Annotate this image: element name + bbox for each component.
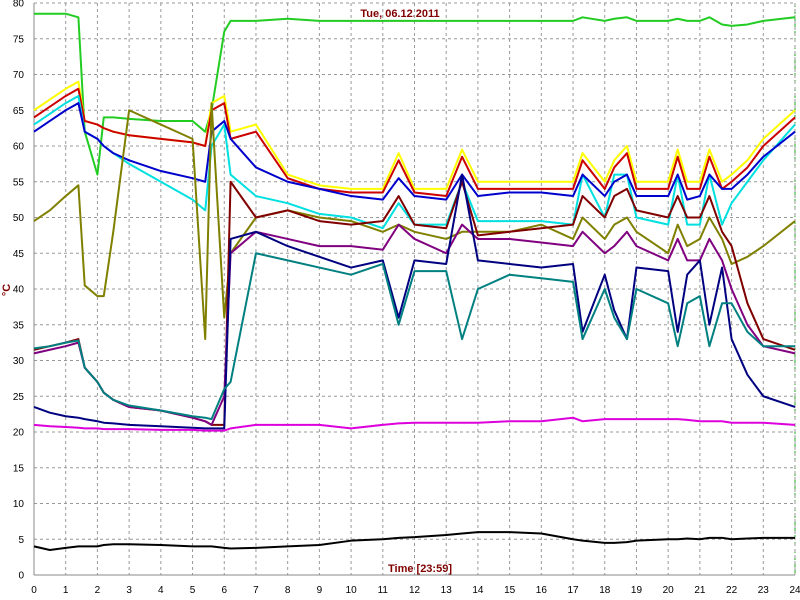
x-tick-label: 24 [789,585,800,596]
x-tick-label: 9 [317,585,323,596]
y-tick-label: 55 [13,177,25,188]
x-tick-label: 10 [346,585,358,596]
x-tick-label: 13 [441,585,453,596]
y-tick-label: 70 [13,70,25,81]
y-tick-label: 25 [13,392,25,403]
y-tick-label: 35 [13,320,25,331]
series-line [33,87,796,198]
chart-title: Tue, 06.12.2011 [360,8,439,20]
x-tick-label: 8 [285,585,291,596]
x-tick-label: 16 [536,585,548,596]
series-line [34,12,796,176]
x-tick-label: 18 [599,585,611,596]
series-line [33,173,796,430]
x-axis-label: Time [23:59] [388,563,452,575]
y-axis-label: °C [1,284,13,296]
x-tick-label: 4 [158,585,164,596]
x-tick-label: 20 [663,585,675,596]
y-tick-label: 80 [13,0,25,10]
y-tick-label: 40 [13,285,25,296]
y-tick-label: 75 [13,34,25,45]
y-tick-label: 15 [13,463,25,474]
x-tick-label: 5 [190,585,196,596]
series-line [33,102,796,341]
x-tick-label: 23 [758,585,770,596]
x-tick-label: 21 [694,585,706,596]
y-tick-label: 65 [13,106,25,117]
series-line [33,102,796,201]
x-tick-label: 11 [378,585,389,596]
x-tick-label: 2 [95,585,101,596]
y-tick-label: 20 [13,428,25,439]
y-tick-label: 5 [18,535,24,546]
y-tick-label: 45 [13,249,25,260]
y-tick-label: 30 [13,356,25,367]
x-tick-label: 19 [631,585,643,596]
x-tick-label: 3 [126,585,132,596]
x-tick-label: 7 [253,585,259,596]
x-tick-label: 15 [504,585,516,596]
x-tick-label: 6 [221,585,227,596]
x-tick-label: 22 [726,585,738,596]
series-line [33,416,796,432]
y-tick-label: 0 [18,571,24,582]
x-tick-label: 0 [31,585,37,596]
series-line [33,252,795,421]
y-tick-label: 10 [13,499,25,510]
y-tick-label: 50 [13,213,25,224]
x-tick-label: 14 [472,585,484,596]
series-line [33,531,795,551]
x-tick-label: 12 [409,585,421,596]
x-tick-label: 17 [567,585,579,596]
x-tick-label: 1 [63,585,69,596]
y-tick-label: 60 [13,142,25,153]
